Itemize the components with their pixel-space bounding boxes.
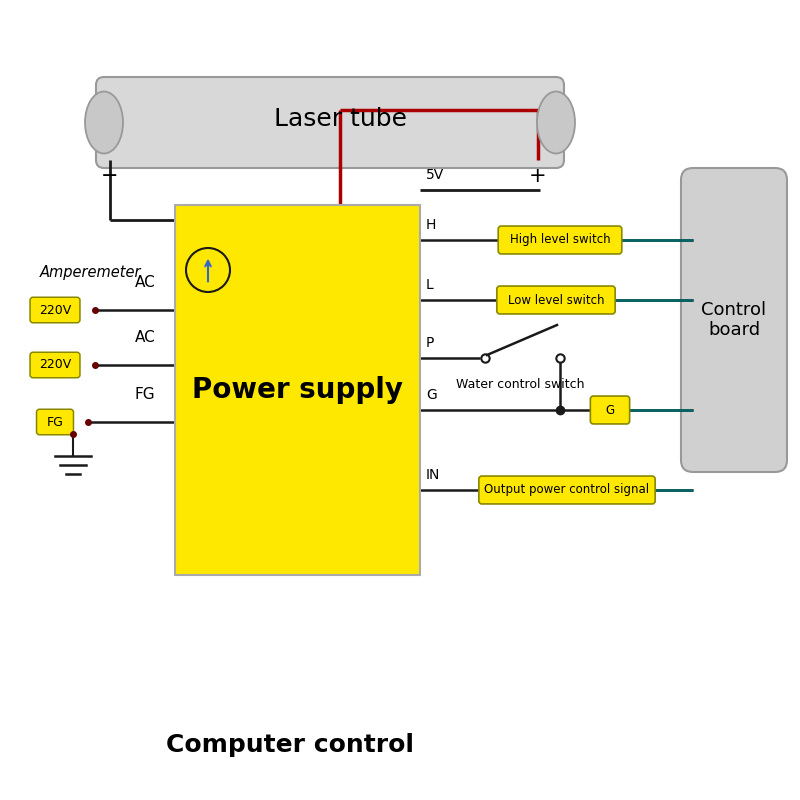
FancyBboxPatch shape <box>497 286 615 314</box>
Text: 220V: 220V <box>39 303 71 317</box>
Text: AC: AC <box>134 330 155 345</box>
Text: Computer control: Computer control <box>166 733 414 757</box>
Text: Output power control signal: Output power control signal <box>485 483 650 497</box>
Text: −: − <box>102 166 118 186</box>
Text: 5V: 5V <box>426 168 444 182</box>
Text: FG: FG <box>46 415 63 429</box>
Text: H: H <box>426 218 436 232</box>
Ellipse shape <box>537 91 575 154</box>
Text: Laser tube: Laser tube <box>274 107 406 131</box>
Text: IN: IN <box>426 468 440 482</box>
Text: 220V: 220V <box>39 358 71 371</box>
FancyBboxPatch shape <box>37 410 74 434</box>
FancyBboxPatch shape <box>30 298 80 322</box>
Text: Power supply: Power supply <box>192 376 403 404</box>
Text: G: G <box>606 403 614 417</box>
Text: P: P <box>426 336 434 350</box>
Text: Water control switch: Water control switch <box>456 378 584 391</box>
Text: +: + <box>529 166 547 186</box>
Text: G: G <box>426 388 437 402</box>
FancyBboxPatch shape <box>30 352 80 378</box>
FancyBboxPatch shape <box>498 226 622 254</box>
Text: Coleen: Coleen <box>249 407 411 513</box>
FancyBboxPatch shape <box>96 77 564 168</box>
Text: AC: AC <box>134 275 155 290</box>
FancyBboxPatch shape <box>175 205 420 575</box>
FancyBboxPatch shape <box>681 168 787 472</box>
Text: Low level switch: Low level switch <box>508 294 604 306</box>
Ellipse shape <box>85 91 123 154</box>
Text: Amperemeter: Amperemeter <box>40 266 142 281</box>
Text: FG: FG <box>134 387 155 402</box>
FancyBboxPatch shape <box>590 396 630 424</box>
Text: L: L <box>426 278 434 292</box>
FancyBboxPatch shape <box>479 476 655 504</box>
Text: Control
board: Control board <box>702 301 766 339</box>
Text: High level switch: High level switch <box>510 234 610 246</box>
